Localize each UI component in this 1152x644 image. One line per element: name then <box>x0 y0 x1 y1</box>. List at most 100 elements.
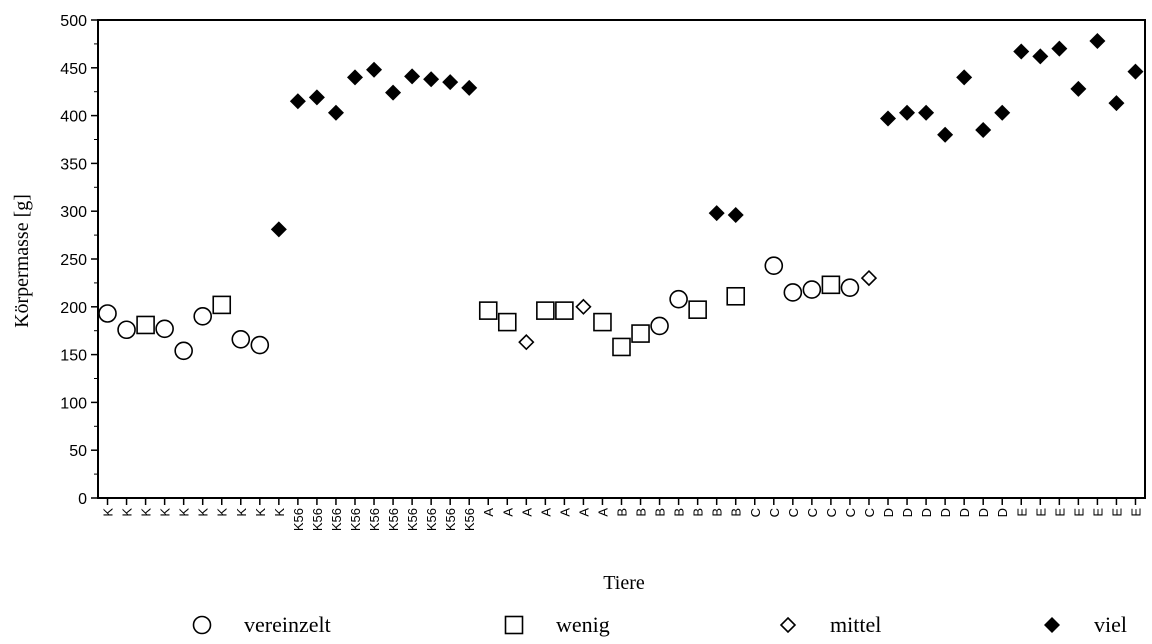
point-viel <box>1032 48 1049 65</box>
x-tick-label: K <box>101 508 116 517</box>
point-mittel <box>518 334 535 351</box>
x-tick-label: K <box>177 508 192 517</box>
point-viel <box>937 126 954 143</box>
legend-item-vereinzelt: vereinzelt <box>190 612 331 638</box>
x-tick-label: K <box>139 508 154 517</box>
y-tick-label: 500 <box>60 13 87 30</box>
point-wenig <box>631 324 650 343</box>
x-tick-label: K56 <box>367 508 382 531</box>
y-tick-label: 400 <box>60 109 87 126</box>
point-viel <box>1070 80 1087 97</box>
legend-item-mittel: mittel <box>776 612 881 638</box>
legend-item-viel: viel <box>1040 612 1127 638</box>
x-tick-label: A <box>595 508 610 517</box>
point-mittel <box>575 298 592 315</box>
y-tick-label: 300 <box>60 204 87 221</box>
x-tick-label: E <box>1014 508 1029 517</box>
x-tick-label: E <box>1052 508 1067 517</box>
point-wenig <box>212 295 232 315</box>
y-tick-label: 250 <box>60 252 87 269</box>
x-tick-label: C <box>862 508 877 517</box>
x-tick-label: K56 <box>291 508 306 531</box>
point-viel <box>1089 33 1106 50</box>
y-tick-label: 450 <box>60 61 87 78</box>
x-tick-label: D <box>900 508 915 517</box>
point-viel <box>270 221 287 238</box>
x-tick-label: K56 <box>405 508 420 531</box>
point-viel <box>880 110 897 127</box>
x-tick-label: D <box>938 508 953 517</box>
legend-label: wenig <box>556 612 610 637</box>
x-tick-label: K56 <box>386 508 401 531</box>
x-tick-label: E <box>1071 508 1086 517</box>
point-vereinzelt <box>650 316 669 336</box>
point-vereinzelt <box>250 335 270 355</box>
point-mittel <box>860 269 878 287</box>
point-viel <box>1013 43 1030 60</box>
y-tick-label: 200 <box>60 300 87 317</box>
x-tick-label: K56 <box>424 508 439 531</box>
x-tick-label: A <box>576 508 591 517</box>
y-tick-label: 100 <box>60 395 87 412</box>
point-wenig <box>478 301 498 320</box>
point-viel <box>708 205 725 222</box>
axes <box>97 19 1146 499</box>
x-tick-label: K56 <box>443 508 458 531</box>
point-viel <box>404 68 421 85</box>
x-tick-label: K56 <box>310 508 325 531</box>
x-tick-label: K56 <box>462 508 477 531</box>
point-viel <box>442 74 459 91</box>
point-viel <box>366 61 383 78</box>
point-viel <box>461 79 478 96</box>
point-vereinzelt <box>764 256 784 275</box>
point-vereinzelt <box>98 304 117 323</box>
x-tick-label: C <box>786 508 801 517</box>
point-wenig <box>497 312 517 332</box>
x-tick-label: E <box>1128 508 1143 517</box>
point-viel <box>899 104 916 121</box>
plot-frame <box>97 19 1146 499</box>
x-tick-label: C <box>824 508 839 517</box>
x-tick-label: K56 <box>348 508 363 531</box>
x-tick-label: B <box>691 508 706 517</box>
x-tick-label: E <box>1109 508 1124 517</box>
point-vereinzelt <box>783 283 803 302</box>
y-axis-ticks: 0 50 100 150 200 250 300 350 400 450 500 <box>60 13 98 508</box>
legend-item-wenig: wenig <box>502 612 610 638</box>
point-viel <box>1108 95 1125 112</box>
point-vereinzelt <box>117 320 136 340</box>
y-tick-label: 350 <box>60 156 87 173</box>
x-tick-label: C <box>843 508 858 517</box>
circle-open-icon <box>192 615 212 635</box>
x-tick-label: K <box>253 508 268 517</box>
x-tick-label: A <box>538 508 553 517</box>
diamond-filled-icon <box>1044 617 1060 633</box>
x-tick-label: A <box>557 508 572 517</box>
legend-label: vereinzelt <box>244 612 331 637</box>
x-tick-label: A <box>481 508 496 517</box>
point-wenig <box>612 337 631 357</box>
point-viel <box>385 84 402 101</box>
legend-label: mittel <box>830 612 882 637</box>
x-tick-label: K <box>120 508 135 517</box>
x-tick-label: D <box>881 508 896 517</box>
x-tick-label: B <box>710 508 725 517</box>
point-wenig <box>726 286 746 306</box>
point-viel <box>423 71 440 88</box>
point-viel <box>918 104 935 121</box>
point-viel <box>327 104 344 121</box>
legend-label: viel <box>1094 612 1127 637</box>
point-wenig <box>555 301 574 320</box>
point-wenig <box>136 315 155 335</box>
x-tick-label: B <box>634 508 649 517</box>
data-points <box>98 33 1144 361</box>
point-viel <box>289 93 306 110</box>
point-viel <box>994 104 1011 121</box>
point-vereinzelt <box>231 330 251 349</box>
x-tick-label: D <box>976 508 991 517</box>
point-viel <box>975 121 992 138</box>
point-viel <box>1051 40 1068 57</box>
legend: vereinzelt wenig mittel viel <box>0 612 1152 644</box>
point-vereinzelt <box>669 289 688 309</box>
x-tick-label: D <box>957 508 972 517</box>
